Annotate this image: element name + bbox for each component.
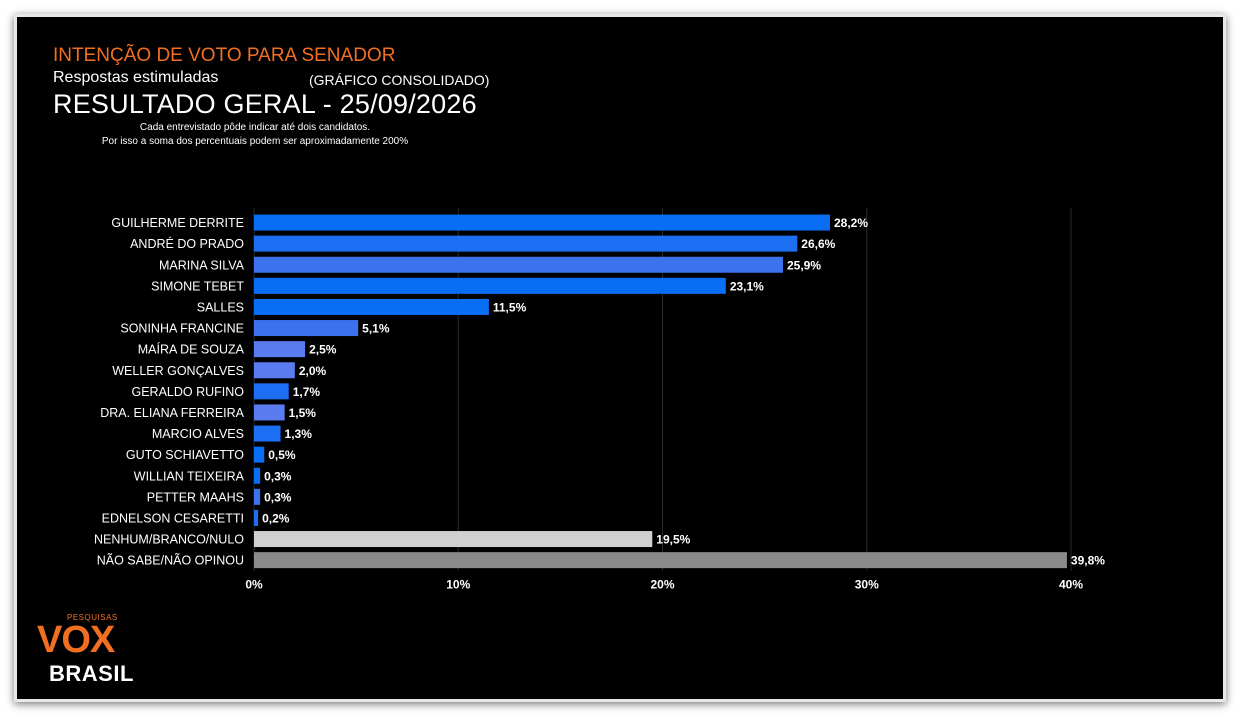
- category-label: MARINA SILVA: [159, 258, 245, 272]
- bar: [254, 552, 1067, 569]
- x-tick-label: 0%: [245, 578, 263, 592]
- category-label: NÃO SABE/NÃO OPINOU: [97, 554, 244, 568]
- x-tick-label: 20%: [650, 578, 674, 592]
- logo-brasil-text: BRASIL: [49, 661, 134, 686]
- bar: [254, 214, 830, 231]
- category-label: GUTO SCHIAVETTO: [126, 448, 244, 462]
- category-label: MAÍRA DE SOUZA: [138, 342, 245, 357]
- bar: [254, 467, 261, 484]
- data-label: 0,2%: [262, 511, 290, 525]
- category-label: GUILHERME DERRITE: [111, 216, 244, 230]
- data-label: 0,3%: [264, 469, 292, 483]
- x-tick-label: 30%: [855, 578, 879, 592]
- category-label: MARCIO ALVES: [152, 427, 244, 441]
- bar: [254, 531, 653, 548]
- bar: [254, 362, 295, 379]
- chart-consolidated-tag: (GRÁFICO CONSOLIDADO): [309, 72, 490, 88]
- data-label: 1,7%: [293, 385, 321, 399]
- vox-brasil-logo: PESQUISAS VOX BRASIL: [37, 613, 149, 691]
- data-label: 1,5%: [289, 406, 317, 420]
- bar: [254, 404, 285, 421]
- category-label: ANDRÉ DO PRADO: [130, 236, 244, 251]
- bar: [254, 446, 265, 463]
- chart-note-line1: Cada entrevistado pôde indicar até dois …: [139, 122, 371, 133]
- bar: [254, 256, 784, 273]
- data-label: 2,5%: [309, 343, 337, 357]
- data-label: 19,5%: [656, 533, 690, 547]
- bar: [254, 425, 281, 442]
- bar: [254, 235, 798, 252]
- chart-kicker: INTENÇÃO DE VOTO PARA SENADOR: [53, 45, 396, 66]
- data-label: 11,5%: [493, 300, 527, 314]
- x-tick-label: 40%: [1059, 578, 1083, 592]
- category-label: SONINHA FRANCINE: [120, 322, 244, 336]
- bar: [254, 488, 261, 505]
- bar: [254, 277, 726, 294]
- logo-pesquisas-text: PESQUISAS: [67, 613, 118, 622]
- bar: [254, 509, 259, 526]
- category-label: SALLES: [197, 300, 244, 314]
- data-label: 5,1%: [362, 322, 390, 336]
- logo-vox-text: VOX: [37, 619, 115, 661]
- category-label: SIMONE TEBET: [151, 279, 244, 293]
- data-label: 26,6%: [801, 237, 835, 251]
- category-label: WELLER GONÇALVES: [112, 364, 244, 378]
- bar: [254, 383, 289, 400]
- category-label: WILLIAN TEIXEIRA: [134, 469, 245, 483]
- chart-title: RESULTADO GERAL - 25/09/2026: [53, 89, 477, 119]
- slide-canvas: INTENÇÃO DE VOTO PARA SENADOR Respostas …: [17, 17, 1223, 699]
- data-label: 28,2%: [834, 216, 868, 230]
- category-label: GERALDO RUFINO: [131, 385, 244, 399]
- category-label: DRA. ELIANA FERREIRA: [100, 406, 244, 420]
- category-label: PETTER MAAHS: [147, 490, 244, 504]
- data-label: 23,1%: [730, 279, 764, 293]
- slide-frame: INTENÇÃO DE VOTO PARA SENADOR Respostas …: [14, 14, 1226, 702]
- bar: [254, 341, 306, 358]
- chart-subtitle: Respostas estimuladas: [53, 69, 219, 86]
- bar-chart: 0% 10% 20% 30% 40% GUILHERME DERRITE 28,2% ANDR…: [94, 208, 1105, 592]
- data-label: 0,5%: [268, 448, 296, 462]
- bar: [254, 298, 489, 315]
- bar: [254, 320, 359, 337]
- data-label: 2,0%: [299, 364, 327, 378]
- data-label: 39,8%: [1071, 554, 1105, 568]
- data-label: 25,9%: [787, 258, 821, 272]
- chart-note: Cada entrevistado pôde indicar até dois …: [77, 121, 433, 149]
- data-label: 1,3%: [285, 427, 313, 441]
- data-label: 0,3%: [264, 490, 292, 504]
- chart-note-line2: Por isso a soma dos percentuais podem se…: [101, 136, 409, 147]
- category-label: NENHUM/BRANCO/NULO: [94, 533, 244, 547]
- category-label: EDNELSON CESARETTI: [102, 511, 244, 525]
- x-tick-label: 10%: [446, 578, 470, 592]
